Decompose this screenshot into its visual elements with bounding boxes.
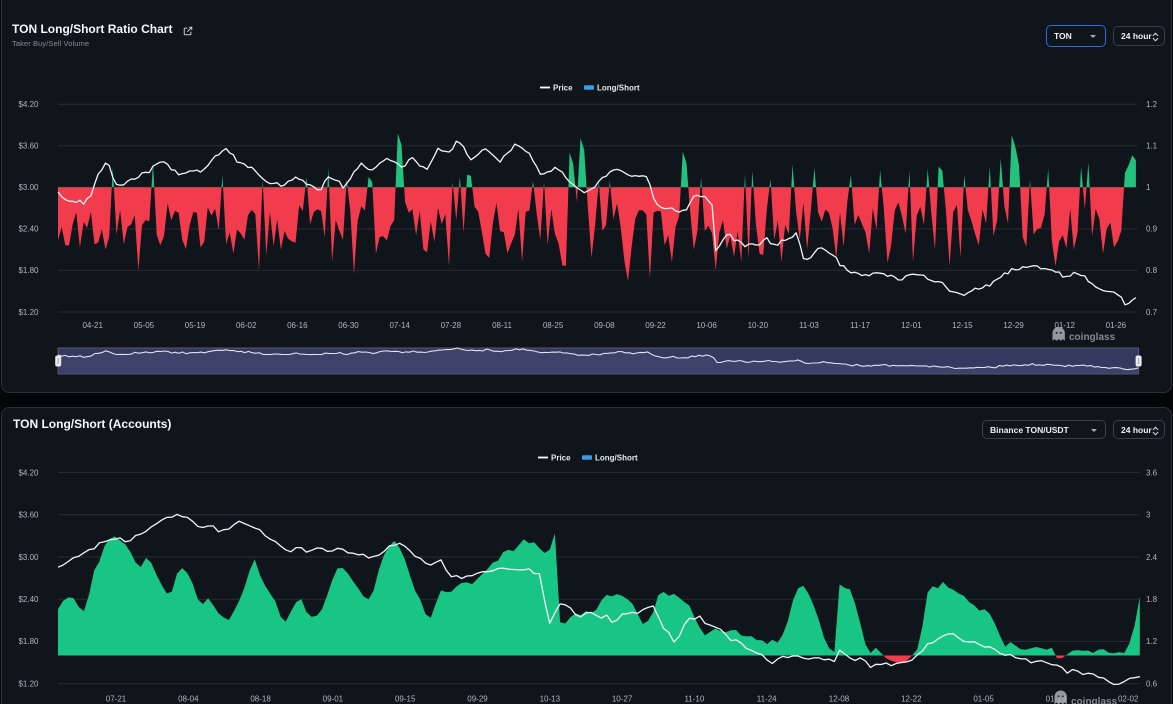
svg-text:08-11: 08-11	[492, 321, 512, 330]
svg-text:12-08: 12-08	[829, 695, 850, 704]
svg-text:11-03: 11-03	[799, 321, 819, 330]
svg-text:05-19: 05-19	[185, 321, 206, 330]
svg-text:0.7: 0.7	[1146, 308, 1158, 317]
svg-text:$1.80: $1.80	[18, 637, 39, 646]
svg-text:02-02: 02-02	[1118, 695, 1139, 704]
svg-text:07-28: 07-28	[441, 321, 462, 330]
svg-text:$3.60: $3.60	[18, 511, 39, 520]
svg-text:11-17: 11-17	[850, 321, 870, 330]
svg-text:10-06: 10-06	[696, 321, 717, 330]
svg-text:12-15: 12-15	[952, 321, 973, 330]
svg-text:09-15: 09-15	[395, 695, 416, 704]
svg-text:10-20: 10-20	[748, 321, 769, 330]
svg-text:11-10: 11-10	[684, 695, 704, 704]
svg-text:07-21: 07-21	[106, 695, 127, 704]
svg-text:$3.00: $3.00	[18, 183, 39, 192]
svg-text:09-08: 09-08	[594, 321, 615, 330]
svg-text:07-14: 07-14	[389, 321, 410, 330]
svg-text:01-26: 01-26	[1106, 321, 1127, 330]
svg-text:12-01: 12-01	[901, 321, 922, 330]
svg-text:$1.20: $1.20	[18, 308, 39, 317]
svg-text:1: 1	[1146, 183, 1151, 192]
svg-text:$3.00: $3.00	[18, 553, 39, 562]
svg-text:coinglass: coinglass	[1071, 697, 1118, 704]
svg-text:0.6: 0.6	[1146, 679, 1158, 688]
svg-text:05-05: 05-05	[134, 321, 155, 330]
svg-text:1.2: 1.2	[1146, 100, 1158, 109]
svg-text:10-13: 10-13	[540, 695, 561, 704]
svg-text:1.2: 1.2	[1146, 637, 1158, 646]
svg-text:2.4: 2.4	[1146, 553, 1158, 562]
svg-text:08-25: 08-25	[543, 321, 564, 330]
svg-text:04-21: 04-21	[82, 321, 103, 330]
svg-text:Price: Price	[551, 453, 571, 462]
svg-text:11-24: 11-24	[757, 695, 777, 704]
svg-text:0.8: 0.8	[1146, 266, 1158, 275]
svg-text:1.8: 1.8	[1146, 595, 1158, 604]
svg-text:01-12: 01-12	[1054, 321, 1075, 330]
svg-text:08-04: 08-04	[178, 695, 199, 704]
svg-text:0.9: 0.9	[1146, 225, 1158, 234]
svg-text:$4.20: $4.20	[18, 468, 39, 477]
svg-text:$1.20: $1.20	[18, 679, 39, 688]
svg-text:Long/Short: Long/Short	[597, 83, 640, 92]
svg-text:coinglass: coinglass	[1069, 332, 1116, 343]
svg-text:$1.80: $1.80	[18, 266, 39, 275]
svg-text:06-30: 06-30	[338, 321, 359, 330]
svg-text:Price: Price	[553, 83, 573, 92]
svg-text:08-18: 08-18	[250, 695, 271, 704]
svg-text:09-29: 09-29	[467, 695, 488, 704]
svg-text:$3.60: $3.60	[18, 142, 39, 151]
svg-text:Long/Short: Long/Short	[595, 453, 638, 462]
svg-text:09-22: 09-22	[645, 321, 666, 330]
svg-text:12-29: 12-29	[1003, 321, 1024, 330]
svg-text:$2.40: $2.40	[18, 225, 39, 234]
svg-text:3: 3	[1146, 511, 1151, 520]
svg-text:09-01: 09-01	[323, 695, 344, 704]
svg-text:3.6: 3.6	[1146, 468, 1158, 477]
svg-text:1.1: 1.1	[1146, 142, 1158, 151]
svg-text:$2.40: $2.40	[18, 595, 39, 604]
svg-text:06-16: 06-16	[287, 321, 308, 330]
svg-text:10-27: 10-27	[612, 695, 633, 704]
svg-text:12-22: 12-22	[901, 695, 922, 704]
svg-text:06-02: 06-02	[236, 321, 257, 330]
svg-text:$4.20: $4.20	[18, 100, 39, 109]
svg-text:01-05: 01-05	[973, 695, 994, 704]
